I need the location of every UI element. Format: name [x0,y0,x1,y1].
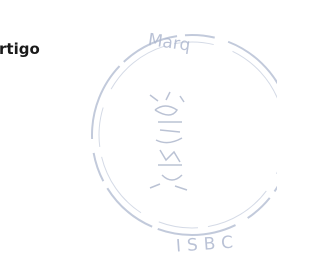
fragment-text: rtigo [0,40,40,58]
page: rtigo Marq ISBC (() => { const data = JS… [0,0,320,278]
scan: rtigo Marq ISBC [0,0,277,278]
